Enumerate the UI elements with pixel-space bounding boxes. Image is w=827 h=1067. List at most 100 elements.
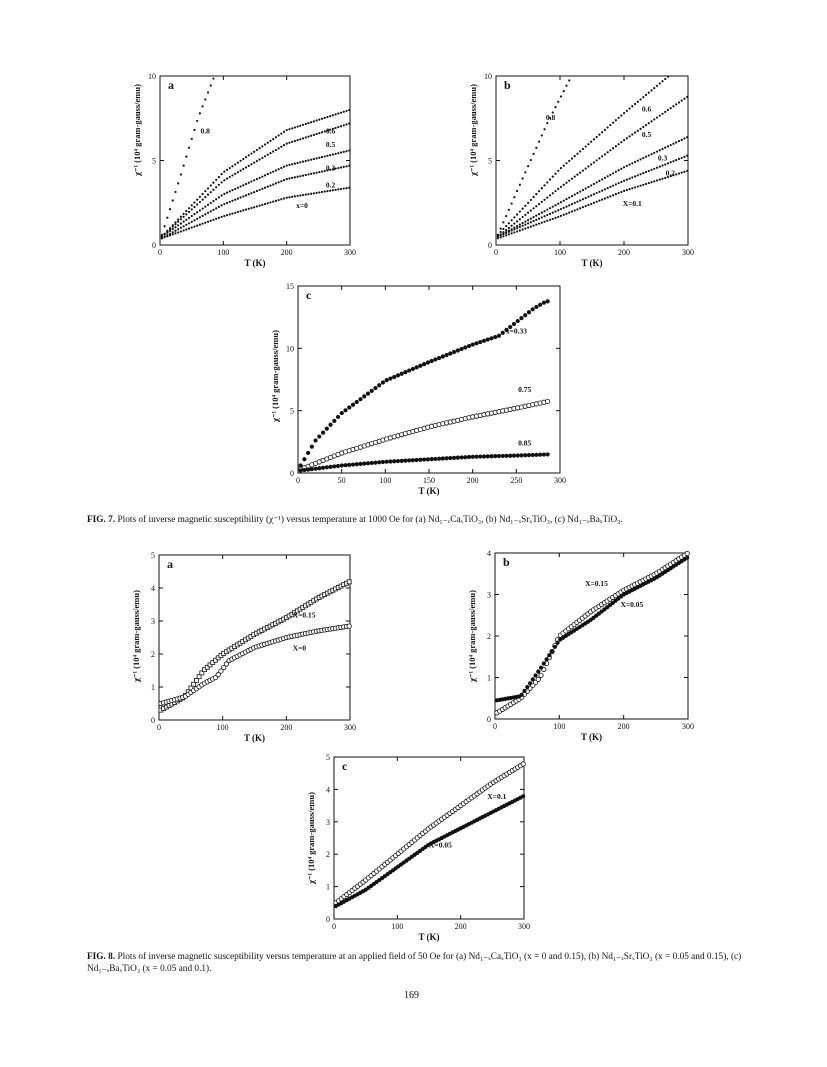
fig8b-data-point xyxy=(538,665,544,670)
fig7c-y-axis-title: χ⁻¹ (10⁴ gram-gauss/emu) xyxy=(270,330,280,423)
fig7b-data-point xyxy=(532,224,535,227)
fig8c-plot-frame xyxy=(333,756,525,920)
fig7b-data-point xyxy=(526,222,530,225)
fig7c-data-point xyxy=(463,345,468,350)
fig7b-data-point xyxy=(598,157,601,160)
fig7a-data-point xyxy=(288,163,291,166)
fig7b-data-point xyxy=(628,163,631,166)
fig7b-data-point xyxy=(677,172,681,175)
fig7a-data-point xyxy=(234,172,237,175)
fig7a-data-point xyxy=(331,127,334,130)
fig7a-data-point xyxy=(296,194,299,198)
fig7a-data-point xyxy=(163,233,166,236)
fig7a-data-point xyxy=(261,145,264,148)
fig8-caption-label: FIG. 8. xyxy=(87,952,116,962)
fig7b-data-point xyxy=(606,175,609,178)
fig8c-y-tick-label: 0 xyxy=(326,915,330,924)
fig8a-plot-frame xyxy=(158,554,351,721)
fig7b-data-point xyxy=(535,146,538,149)
fig7c-data-point xyxy=(332,464,337,469)
fig7a-y-axis-title: χ⁻¹ (10⁴ gram-gauss/emu) xyxy=(132,84,142,177)
fig7a-data-point xyxy=(293,139,296,143)
fig7a-data-point xyxy=(239,196,242,199)
fig7b-data-point xyxy=(559,185,563,188)
fig7b-data-point xyxy=(595,159,598,162)
fig7a-data-point xyxy=(301,160,305,163)
fig7a-data-point xyxy=(345,165,348,168)
fig7c-data-point xyxy=(332,418,337,423)
fig7a-data-point xyxy=(174,226,177,229)
fig7a-data-point xyxy=(269,201,272,204)
fig7c-data-point xyxy=(538,302,543,307)
fig7b-data-point xyxy=(598,190,601,193)
fig7a-data-point xyxy=(269,184,272,187)
fig7b-data-point xyxy=(562,183,565,186)
fig7c-data-point xyxy=(523,313,528,318)
fig8b-y-tick-label: 0 xyxy=(487,715,491,724)
fig7b-data-point xyxy=(647,169,650,173)
fig7a-data-point xyxy=(272,183,275,186)
fig7b-data-point xyxy=(562,90,565,93)
fig7b-data-point xyxy=(653,118,656,121)
fig7a-data-point xyxy=(263,174,267,177)
fig7b-data-point xyxy=(496,235,500,238)
fig7b-data-point xyxy=(666,175,670,179)
fig7c-data-point xyxy=(429,457,434,462)
fig7a-data-point xyxy=(342,187,345,190)
fig7a-data-point xyxy=(204,190,207,193)
fig7b-data-point xyxy=(516,189,519,193)
fig7c-data-point xyxy=(470,454,475,459)
fig7a-series-label: 0.3 xyxy=(326,164,336,173)
fig7a-data-point xyxy=(307,193,310,196)
fig7b-data-point xyxy=(518,225,521,229)
fig7a-data-point xyxy=(334,113,337,116)
fig7c-data-point xyxy=(437,456,442,461)
fig7a-data-point xyxy=(280,166,283,170)
fig7b-data-point xyxy=(606,151,609,154)
fig7b-y-tick-label: 0 xyxy=(488,241,492,250)
fig7c-x-tick-label: 100 xyxy=(379,476,391,485)
fig7b-data-point xyxy=(661,80,664,83)
fig7a-data-point xyxy=(315,119,318,122)
fig7b-data-point xyxy=(557,202,560,205)
fig8c-x-tick-label: 0 xyxy=(332,922,336,931)
fig8c-series-0 xyxy=(333,761,526,906)
fig7b-data-point xyxy=(507,222,510,225)
fig7b-data-point xyxy=(647,91,650,94)
fig7b-data-point xyxy=(620,167,623,170)
fig7a-data-point xyxy=(323,155,326,158)
fig7c-data-point xyxy=(545,299,550,304)
fig7a-data-point xyxy=(239,210,242,213)
fig7a-data-point xyxy=(239,185,242,188)
fig7a-data-point xyxy=(177,231,180,234)
fig7b-data-point xyxy=(496,233,500,236)
fig8b-data-point xyxy=(535,676,541,682)
fig7c-data-point xyxy=(388,459,393,464)
fig7c-data-point xyxy=(354,462,359,467)
fig7a-data-point xyxy=(337,152,340,155)
fig7a-data-point xyxy=(296,125,299,128)
fig7b-data-point xyxy=(540,216,543,219)
fig7c-data-point xyxy=(377,460,382,465)
fig7a-data-point xyxy=(223,192,226,195)
fig7c-data-point xyxy=(504,453,509,458)
fig7b-data-point xyxy=(516,224,519,228)
fig7c-data-point xyxy=(365,461,371,466)
fig7c-y-tick-label: 0 xyxy=(290,469,294,478)
fig7a-data-point xyxy=(348,122,351,125)
fig7a-data-point xyxy=(312,133,315,136)
fig7c-data-point xyxy=(384,459,389,464)
fig7a-y-tick-label: 10 xyxy=(148,72,156,81)
fig7b-data-point xyxy=(548,207,552,210)
fig7b-data-point xyxy=(658,165,661,168)
fig7b-data-point xyxy=(532,207,535,210)
fig8a-series-1 xyxy=(158,623,352,707)
fig7c-data-point xyxy=(302,457,307,462)
fig7a-data-point xyxy=(190,226,193,229)
fig7a-data-point xyxy=(187,227,191,230)
fig7b-data-point xyxy=(617,143,620,146)
fig7a-data-point xyxy=(337,188,340,191)
fig7a-series-2 xyxy=(160,122,351,238)
fig7b-data-point xyxy=(562,164,565,167)
fig7c-data-point xyxy=(500,453,505,459)
